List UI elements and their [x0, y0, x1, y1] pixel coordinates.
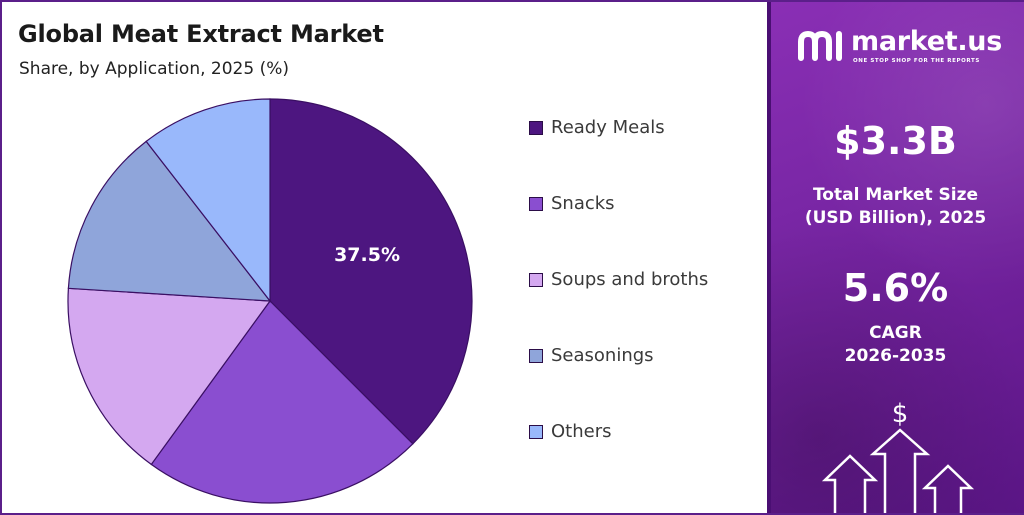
market-us-logo-icon	[798, 30, 842, 61]
legend-item: Snacks	[529, 193, 615, 214]
legend-label: Seasonings	[551, 345, 654, 366]
cagr-label: CAGR	[869, 323, 922, 343]
legend-swatch	[529, 424, 543, 439]
chart-title: Global Meat Extract Market	[18, 20, 384, 48]
arrow-up-small-icon	[821, 454, 879, 513]
cagr-value: 5.6%	[842, 266, 949, 310]
legend-swatch	[529, 196, 543, 211]
chart-panel: Global Meat Extract Market Share, by App…	[2, 2, 767, 513]
brand-tagline: ONE STOP SHOP FOR THE REPORTS	[853, 58, 980, 64]
legend-label: Ready Meals	[551, 117, 665, 138]
market-size-label-line1: Total Market Size	[812, 185, 979, 205]
dollar-sign-icon: $	[892, 399, 909, 429]
market-size-label-line2: (USD Billion), 2025	[804, 208, 987, 228]
cagr-caption: CAGR 2026-2035	[767, 322, 1024, 368]
pie-slice-snacks	[150, 300, 414, 504]
panel-divider	[767, 2, 771, 513]
chart-subtitle: Share, by Application, 2025 (%)	[19, 59, 289, 79]
brand-name: market.us	[851, 26, 1002, 57]
pie-slice-value-label: 37.5%	[334, 244, 400, 266]
summary-panel: market.us ONE STOP SHOP FOR THE REPORTS …	[767, 2, 1024, 513]
brand-logo: market.us ONE STOP SHOP FOR THE REPORTS	[797, 26, 1017, 68]
legend-item: Others	[529, 421, 612, 442]
cagr-stat: 5.6%	[767, 266, 1024, 310]
legend-label: Others	[551, 421, 612, 442]
pie-chart: 37.5%	[67, 98, 473, 504]
legend-item: Ready Meals	[529, 117, 665, 138]
legend-label: Snacks	[551, 193, 615, 214]
legend-swatch	[529, 348, 543, 363]
pie-slice-ready-meals	[269, 98, 473, 445]
legend-swatch	[529, 120, 543, 135]
market-size-caption: Total Market Size (USD Billion), 2025	[767, 184, 1024, 230]
legend-label: Soups and broths	[551, 269, 709, 290]
arrow-up-medium-icon	[921, 464, 975, 513]
market-size-stat: $3.3B	[767, 119, 1024, 163]
cagr-period: 2026-2035	[844, 346, 947, 366]
legend-item: Seasonings	[529, 345, 654, 366]
pie-slice-soups-and-broths	[67, 287, 272, 466]
market-size-value: $3.3B	[834, 119, 957, 163]
legend-item: Soups and broths	[529, 269, 708, 290]
growth-arrows-icon: $	[821, 399, 975, 513]
legend-swatch	[529, 272, 543, 287]
pie-slice-others	[145, 98, 271, 303]
pie-slice-seasonings	[67, 140, 272, 302]
arrow-up-large-icon	[869, 428, 931, 513]
